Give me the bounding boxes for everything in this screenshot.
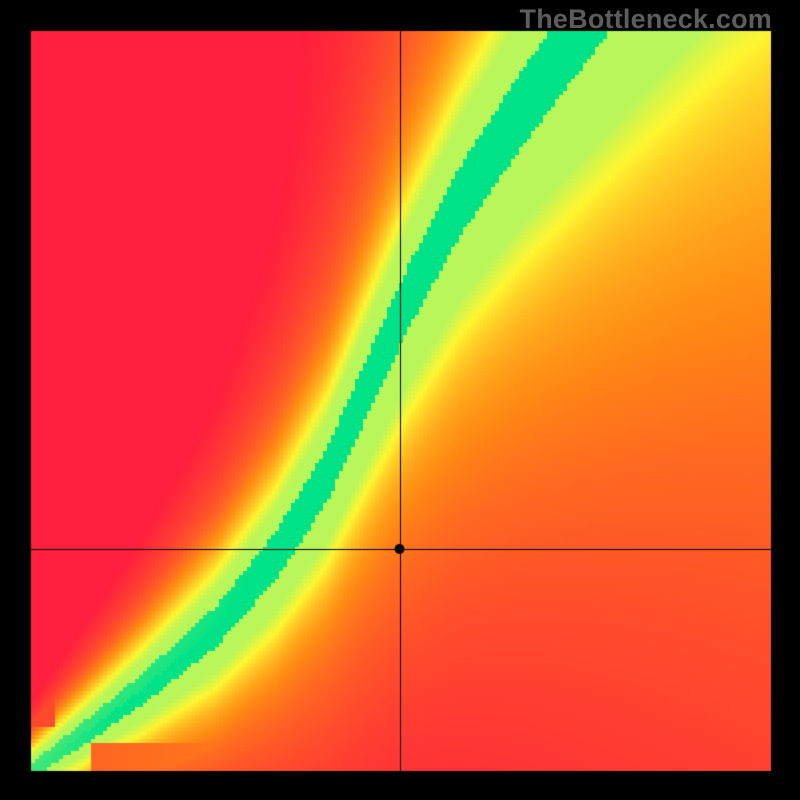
watermark-text: TheBottleneck.com: [520, 4, 772, 35]
heatmap-canvas: [0, 0, 800, 800]
bottleneck-heatmap-chart: { "canvas": { "width": 800, "height": 80…: [0, 0, 800, 800]
